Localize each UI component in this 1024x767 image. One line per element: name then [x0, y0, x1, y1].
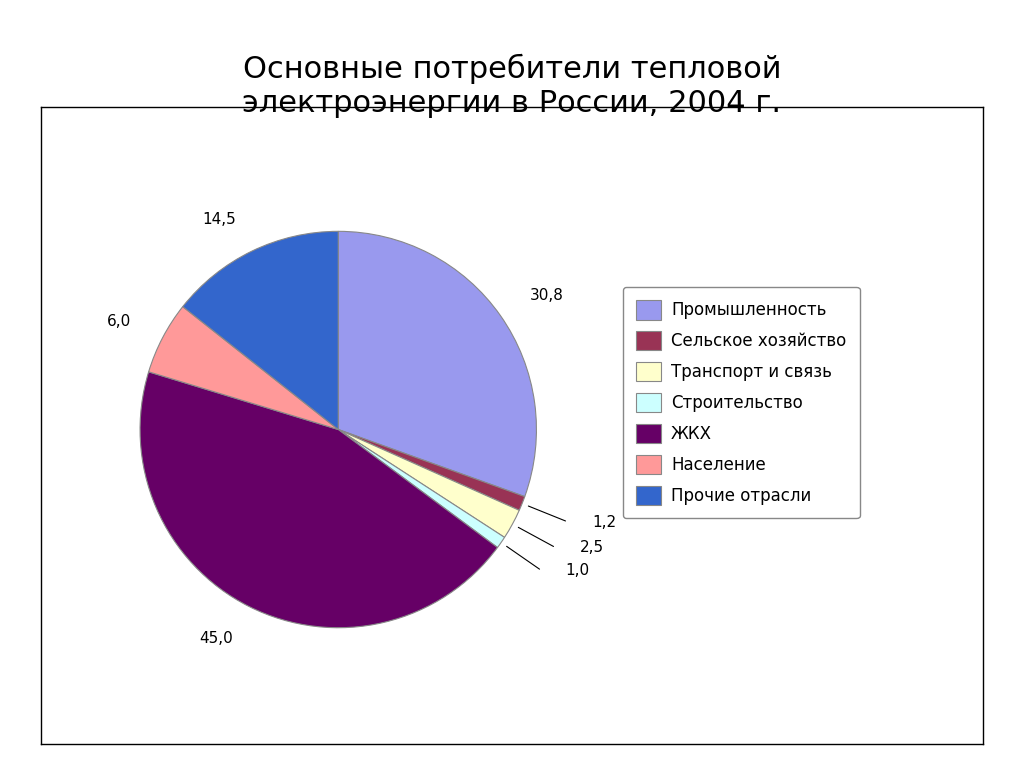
Wedge shape [140, 372, 498, 627]
Legend: Промышленность, Сельское хозяйство, Транспорт и связь, Строительство, ЖКХ, Насел: Промышленность, Сельское хозяйство, Тран… [623, 287, 860, 518]
Wedge shape [148, 307, 338, 430]
Text: 14,5: 14,5 [203, 212, 237, 226]
Text: 45,0: 45,0 [200, 631, 233, 646]
Text: 2,5: 2,5 [580, 540, 604, 555]
Text: 1,2: 1,2 [592, 515, 616, 529]
Wedge shape [182, 232, 338, 430]
Text: 30,8: 30,8 [529, 288, 563, 302]
Wedge shape [338, 430, 524, 510]
Wedge shape [338, 430, 519, 538]
Wedge shape [338, 232, 537, 496]
Text: 6,0: 6,0 [106, 314, 131, 328]
Text: 1,0: 1,0 [565, 563, 590, 578]
Wedge shape [338, 430, 505, 548]
Text: Основные потребители тепловой
электроэнергии в России, 2004 г.: Основные потребители тепловой электроэне… [243, 54, 781, 117]
